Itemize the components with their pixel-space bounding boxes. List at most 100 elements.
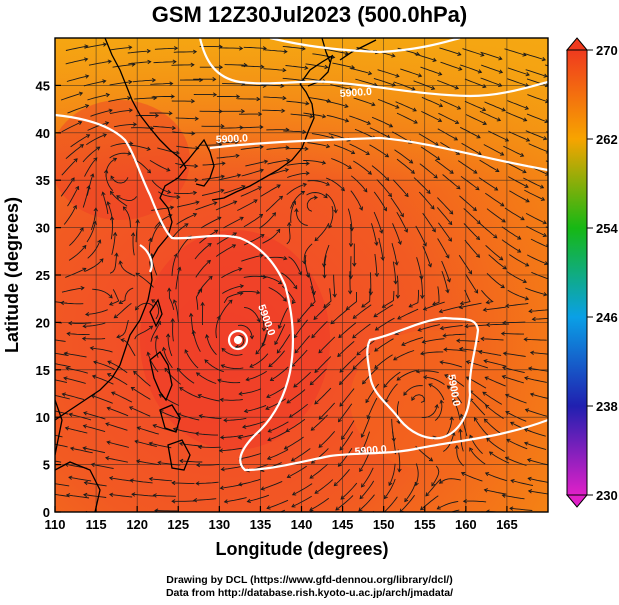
streamline-arrowhead: [394, 261, 399, 266]
streamline-arrowhead: [352, 262, 357, 267]
streamline: [411, 394, 425, 403]
streamline-arrowhead: [75, 185, 80, 191]
streamline: [338, 403, 353, 422]
streamline: [318, 336, 336, 354]
contour-labels: 5900.0 5900.0 5900.0 5900.0 5900.0: [216, 86, 463, 458]
streamline-arrowhead: [48, 393, 51, 397]
streamline-arrowhead: [383, 494, 388, 500]
streamline: [441, 270, 449, 293]
streamline: [65, 58, 88, 65]
streamline: [333, 144, 355, 154]
streamline-arrowhead: [172, 299, 178, 304]
streamline-arrowhead: [197, 444, 202, 450]
streamline-arrowhead: [107, 360, 112, 365]
streamline-arrowhead: [360, 433, 365, 438]
streamline-arrowhead: [500, 202, 505, 207]
streamline: [113, 123, 137, 128]
streamline: [338, 448, 353, 467]
streamline: [318, 402, 336, 420]
streamline-arrowhead: [359, 495, 364, 500]
streamline-arrowhead: [255, 350, 260, 355]
streamline-arrowhead: [120, 338, 125, 343]
streamline: [83, 412, 106, 420]
streamline-arrowhead: [501, 218, 506, 223]
streamline-arrowhead: [108, 301, 114, 306]
streamline: [532, 318, 548, 320]
streamline-arrowhead: [268, 363, 273, 368]
streamline: [266, 146, 289, 150]
streamline-arrowhead: [544, 83, 548, 88]
streamline: [221, 268, 242, 279]
streamline-arrowhead: [128, 79, 133, 85]
streamline-arrowhead: [428, 383, 433, 388]
streamline-arrowhead: [469, 447, 474, 452]
streamline: [69, 227, 84, 246]
streamline: [131, 493, 155, 497]
streamline-arrowhead: [82, 267, 87, 272]
streamline: [390, 197, 404, 217]
streamline-arrowhead: [105, 92, 111, 98]
streamline: [197, 276, 213, 294]
streamline-arrowhead: [413, 119, 418, 124]
streamline-arrowhead: [545, 99, 548, 104]
streamline: [206, 334, 217, 356]
streamline: [428, 383, 445, 401]
streamline: [171, 253, 178, 276]
streamline-arrowhead: [194, 431, 200, 436]
streamline: [479, 110, 501, 121]
streamline-arrowhead: [483, 488, 488, 493]
streamline: [85, 309, 108, 315]
streamline: [88, 60, 112, 66]
streamline: [505, 411, 527, 422]
coastline-korea: [179, 138, 215, 187]
streamline: [371, 165, 390, 181]
streamline: [61, 121, 82, 133]
streamline-arrowhead: [112, 157, 118, 162]
streamline-arrowhead: [438, 103, 444, 108]
y-tick-label: 10: [36, 410, 50, 425]
streamline-arrowhead: [529, 350, 535, 355]
streamline: [474, 417, 489, 436]
streamline: [526, 113, 548, 123]
streamline: [134, 97, 157, 100]
streamline-arrowhead: [175, 150, 180, 155]
streamline: [66, 75, 89, 82]
streamline: [388, 463, 396, 486]
streamline-arrowhead: [500, 284, 505, 289]
streamline: [179, 460, 203, 463]
streamline: [66, 494, 90, 499]
streamline-arrowhead: [352, 334, 357, 339]
streamline: [220, 47, 243, 49]
streamline: [195, 288, 203, 310]
streamline-arrowhead: [525, 198, 530, 203]
streamline: [154, 214, 172, 229]
streamline-arrowhead: [476, 134, 481, 139]
streamline-arrowhead: [291, 299, 296, 305]
colorbar-tick-label: 254: [596, 221, 618, 236]
streamline: [503, 352, 526, 357]
streamline-arrowhead: [473, 417, 478, 422]
streamline-arrowhead: [456, 185, 461, 190]
streamline: [464, 78, 486, 88]
streamline: [440, 61, 462, 71]
streamline-arrowhead: [192, 212, 198, 217]
streamline-arrowhead: [278, 280, 283, 285]
streamline-arrowhead: [367, 170, 372, 175]
streamline: [304, 254, 309, 278]
streamline-arrowhead: [347, 165, 352, 169]
streamline: [128, 61, 151, 65]
streamline-arrowhead: [266, 505, 271, 510]
streamline-arrowhead: [233, 200, 238, 205]
streamline: [505, 394, 527, 404]
streamline-arrowhead: [383, 207, 387, 212]
streamline: [111, 391, 133, 403]
streamline: [545, 160, 548, 163]
streamline-arrowhead: [404, 192, 409, 198]
streamline-arrowhead: [266, 394, 271, 399]
streamline-arrowhead: [388, 123, 394, 128]
x-tick-label: 130: [208, 517, 230, 532]
streamline: [223, 217, 244, 229]
streamline: [224, 64, 247, 66]
streamline: [61, 287, 84, 293]
streamline: [264, 49, 287, 53]
